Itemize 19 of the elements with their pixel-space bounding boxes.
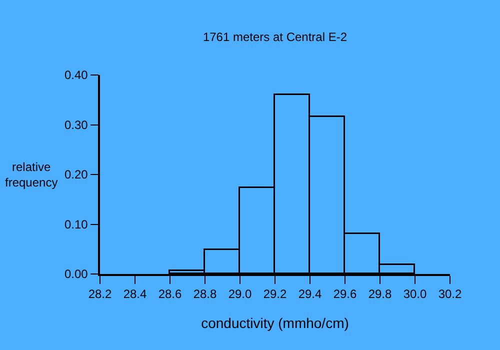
chart-title: 1761 meters at Central E-2 [202,30,348,44]
x-tick-label: 29.6 [333,287,357,302]
x-tick-label: 29.0 [228,287,252,302]
x-tick-label: 29.4 [298,287,322,302]
x-tick-label: 30.2 [438,287,462,302]
y-tick-label: 0.30 [64,118,88,132]
x-tick-label: 29.2 [263,287,287,302]
x-axis-title: conductivity (mmho/cm) [201,314,349,331]
y-tick-label: 0.20 [64,168,88,182]
x-tick-label: 30.0 [403,287,427,302]
y-tick-label: 0.00 [64,267,88,282]
x-tick-label: 28.8 [193,287,217,302]
y-axis-title: relative frequency [5,160,58,190]
y-tick-label: 0.40 [64,68,88,82]
x-tick-label: 28.6 [158,287,182,302]
y-tick-label: 0.10 [64,217,88,232]
x-tick-label: 28.2 [88,287,112,302]
x-tick-label: 28.4 [123,287,147,302]
x-tick-label: 29.8 [368,287,392,302]
